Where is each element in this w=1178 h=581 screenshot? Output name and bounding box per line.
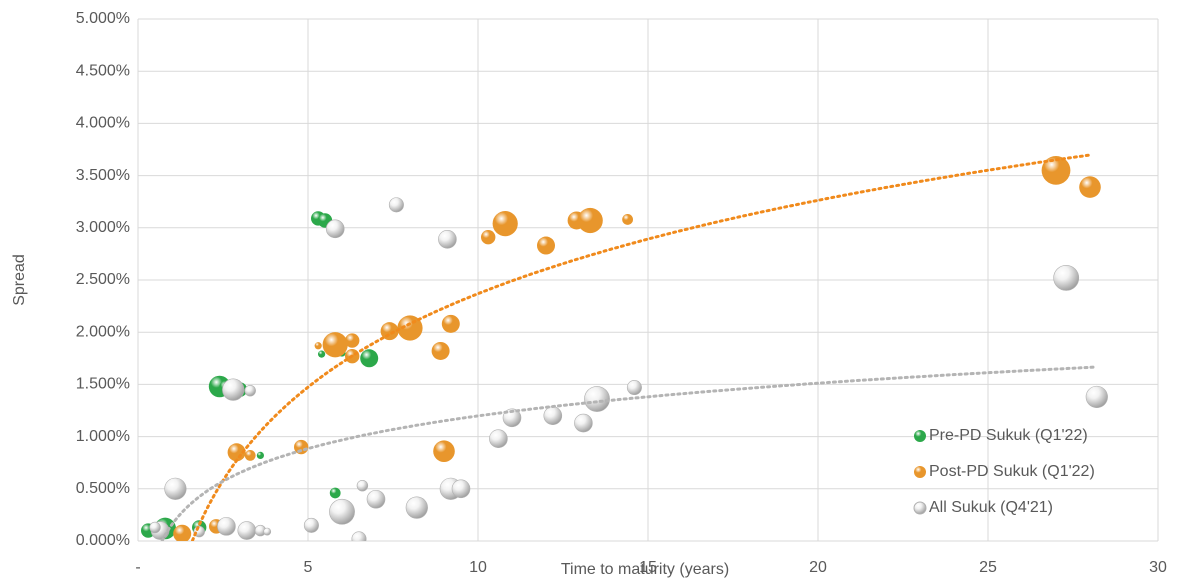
x-tick-label: 15	[639, 559, 657, 576]
bubble	[256, 451, 264, 459]
legend-label: Post-PD Sukuk (Q1'22)	[929, 463, 1095, 480]
bubble	[314, 342, 322, 350]
legend-label: Pre-PD Sukuk (Q1'22)	[929, 427, 1088, 444]
x-tick-label: -	[135, 559, 140, 576]
y-tick-label: 0.500%	[76, 480, 130, 497]
y-tick-label: 4.500%	[76, 62, 130, 79]
bubble	[577, 207, 603, 234]
x-tick-label: 30	[1149, 559, 1167, 576]
y-axis-title: Spread	[11, 254, 28, 306]
bubble	[431, 341, 450, 360]
trendline	[190, 153, 1092, 541]
bubble	[543, 406, 563, 426]
bubble	[222, 378, 245, 401]
legend-marker	[914, 430, 926, 442]
bubble	[489, 429, 508, 448]
y-tick-label: 3.500%	[76, 167, 130, 184]
bubble	[622, 214, 633, 225]
bubble	[441, 314, 460, 333]
bubble	[438, 229, 457, 249]
bubble	[356, 479, 369, 492]
y-tick-label: 4.000%	[76, 115, 130, 132]
y-tick-label: 0.000%	[76, 532, 130, 549]
bubble	[433, 440, 455, 463]
bubble	[1085, 385, 1108, 409]
bubble	[164, 477, 187, 500]
bubble	[303, 517, 319, 533]
bubble	[263, 527, 272, 536]
legend-label: All Sukuk (Q4'21)	[929, 499, 1053, 516]
bubble	[1041, 155, 1071, 185]
bubble	[244, 449, 256, 461]
bubble	[405, 496, 428, 519]
x-tick-label: 20	[809, 559, 827, 576]
plot-area	[141, 153, 1108, 541]
x-tick-label: 25	[979, 559, 997, 576]
trendline	[160, 365, 1099, 541]
bubble	[360, 349, 379, 368]
y-tick-label: 5.000%	[76, 10, 130, 27]
y-tick-label: 1.000%	[76, 428, 130, 445]
bubble	[1079, 176, 1101, 198]
bubble	[322, 332, 348, 358]
x-axis-title: Time to maturity (years)	[561, 561, 729, 578]
bubble	[451, 479, 471, 499]
bubble	[318, 350, 326, 358]
y-tick-label: 2.000%	[76, 323, 130, 340]
bubble	[481, 229, 496, 245]
bubble	[626, 380, 642, 396]
y-tick-label: 2.500%	[76, 271, 130, 288]
bubble	[1053, 265, 1080, 291]
bubble	[329, 498, 355, 525]
bubble	[244, 384, 256, 397]
bubble	[237, 521, 257, 540]
legend-marker	[913, 501, 927, 515]
legend-marker	[914, 466, 926, 478]
y-tick-label: 3.000%	[76, 219, 130, 236]
bubble	[537, 236, 555, 255]
bubble	[574, 413, 593, 433]
bubble	[492, 211, 518, 237]
bubble	[217, 517, 236, 536]
bubble	[584, 386, 610, 412]
bubble	[329, 487, 341, 499]
bubble	[173, 524, 192, 541]
bubble	[149, 521, 161, 534]
bubble	[366, 489, 386, 509]
x-tick-label: 5	[304, 559, 313, 576]
y-tick-label: 1.500%	[76, 376, 130, 393]
bubble	[345, 333, 360, 348]
bubble	[351, 531, 367, 541]
bubble	[388, 197, 404, 213]
bubble	[325, 219, 345, 239]
x-tick-label: 10	[469, 559, 487, 576]
